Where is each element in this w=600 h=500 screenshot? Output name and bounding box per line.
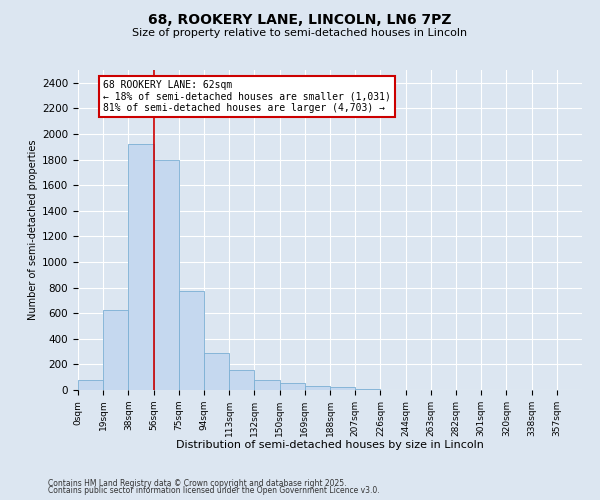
X-axis label: Distribution of semi-detached houses by size in Lincoln: Distribution of semi-detached houses by … — [176, 440, 484, 450]
Text: 68, ROOKERY LANE, LINCOLN, LN6 7PZ: 68, ROOKERY LANE, LINCOLN, LN6 7PZ — [148, 12, 452, 26]
Text: Contains HM Land Registry data © Crown copyright and database right 2025.: Contains HM Land Registry data © Crown c… — [48, 478, 347, 488]
Text: Size of property relative to semi-detached houses in Lincoln: Size of property relative to semi-detach… — [133, 28, 467, 38]
Bar — [204, 353, 229, 390]
Bar — [154, 160, 179, 390]
Bar — [280, 383, 305, 390]
Bar — [355, 388, 380, 390]
Bar — [330, 387, 355, 390]
Bar — [254, 380, 280, 390]
Bar — [78, 380, 103, 390]
Bar — [179, 291, 204, 390]
Text: Contains public sector information licensed under the Open Government Licence v3: Contains public sector information licen… — [48, 486, 380, 495]
Y-axis label: Number of semi-detached properties: Number of semi-detached properties — [28, 140, 38, 320]
Bar — [305, 386, 330, 390]
Text: 68 ROOKERY LANE: 62sqm
← 18% of semi-detached houses are smaller (1,031)
81% of : 68 ROOKERY LANE: 62sqm ← 18% of semi-det… — [103, 80, 391, 113]
Bar — [229, 370, 254, 390]
Bar — [103, 310, 128, 390]
Bar — [128, 144, 154, 390]
